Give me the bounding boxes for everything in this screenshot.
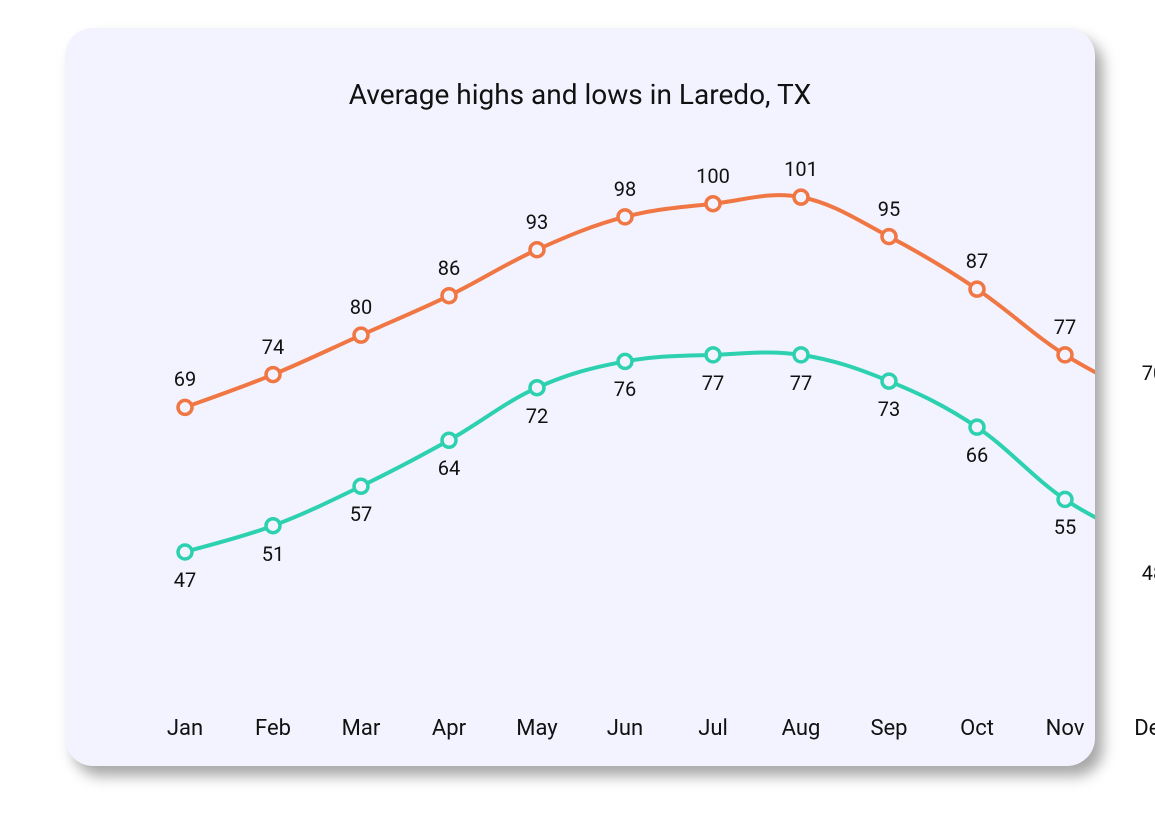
x-axis-label: Jan [167,716,203,741]
data-label-lows: 66 [966,443,988,467]
x-axis-label: Dec [1134,716,1155,741]
labels-layer: 6974808693981001019587777047515764727677… [65,28,1095,766]
x-axis-label: Jun [607,716,643,741]
data-label-highs: 87 [966,249,988,273]
data-label-lows: 76 [614,377,636,401]
data-label-lows: 55 [1054,515,1076,539]
data-label-lows: 64 [438,456,460,480]
data-label-highs: 98 [614,177,636,201]
data-label-highs: 69 [174,367,196,391]
data-label-highs: 86 [438,256,460,280]
x-axis-label: Nov [1046,716,1085,741]
data-label-highs: 77 [1054,315,1076,339]
x-axis-label: Feb [255,716,291,741]
data-label-lows: 77 [790,371,812,395]
x-axis-label: May [516,716,557,741]
x-axis-label: Sep [870,716,907,741]
data-label-lows: 57 [350,502,372,526]
data-label-highs: 95 [878,197,900,221]
data-label-highs: 100 [696,164,730,188]
data-label-highs: 93 [526,210,548,234]
data-label-lows: 51 [262,542,284,566]
x-axis-label: Aug [782,716,821,741]
x-axis-label: Mar [342,716,381,741]
data-label-lows: 77 [702,371,724,395]
data-label-highs: 80 [350,295,372,319]
data-label-highs: 70 [1142,361,1155,385]
data-label-lows: 48 [1142,561,1155,585]
x-axis-label: Jul [698,716,728,741]
x-axis-label: Oct [960,716,994,741]
x-axis-label: Apr [432,716,466,741]
data-label-lows: 72 [526,404,548,428]
data-label-highs: 74 [262,335,284,359]
data-label-lows: 47 [174,568,196,592]
chart-card: Average highs and lows in Laredo, TX 697… [65,28,1095,766]
data-label-lows: 73 [878,397,900,421]
data-label-highs: 101 [784,157,818,181]
